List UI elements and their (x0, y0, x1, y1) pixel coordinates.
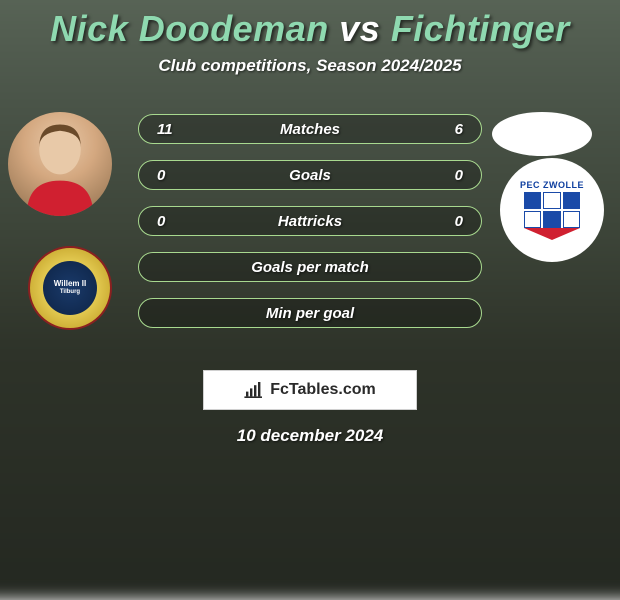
club1-name: Willem II (54, 280, 86, 289)
subtitle: Club competitions, Season 2024/2025 (0, 56, 620, 76)
stat-right-value: 6 (423, 121, 463, 138)
stat-left-value: 0 (157, 213, 197, 230)
player1-club-badge: Willem II Tilburg (28, 246, 112, 330)
player2-avatar (492, 112, 592, 156)
club2-shield-icon (524, 192, 580, 240)
stat-label: Hattricks (197, 213, 423, 230)
stat-label: Goals per match (197, 259, 423, 276)
title-player1: Nick Doodeman (50, 8, 329, 49)
player1-avatar (8, 112, 112, 216)
club2-name: PEC ZWOLLE (520, 180, 584, 190)
bar-chart-icon (244, 382, 264, 398)
stat-row-matches: 11 Matches 6 (138, 114, 482, 144)
stat-right-value: 0 (423, 167, 463, 184)
branding-badge: FcTables.com (203, 370, 417, 410)
stat-left-value: 0 (157, 167, 197, 184)
stat-row-min-per-goal: Min per goal (138, 298, 482, 328)
stat-label: Goals (197, 167, 423, 184)
stat-row-goals-per-match: Goals per match (138, 252, 482, 282)
comparison-card: Nick Doodeman vs Fichtinger Club competi… (0, 0, 620, 580)
stat-right-value: 0 (423, 213, 463, 230)
club-badge-inner: Willem II Tilburg (43, 261, 97, 315)
player-silhouette-icon (8, 112, 112, 216)
branding-text: FcTables.com (270, 381, 376, 399)
stat-label: Min per goal (197, 305, 423, 322)
stat-row-goals: 0 Goals 0 (138, 160, 482, 190)
title-player2: Fichtinger (391, 8, 570, 49)
club1-city: Tilburg (54, 289, 86, 296)
stat-row-hattricks: 0 Hattricks 0 (138, 206, 482, 236)
stat-label: Matches (197, 121, 423, 138)
page-title: Nick Doodeman vs Fichtinger (0, 8, 620, 50)
player2-club-badge: PEC ZWOLLE (500, 158, 604, 262)
date-text: 10 december 2024 (0, 426, 620, 446)
stats-area: Willem II Tilburg PEC ZWOLLE 11 Matches … (0, 108, 620, 358)
stat-rows: 11 Matches 6 0 Goals 0 0 Hattricks 0 Goa… (138, 114, 482, 344)
title-vs: vs (339, 8, 380, 49)
stat-left-value: 11 (157, 121, 197, 138)
